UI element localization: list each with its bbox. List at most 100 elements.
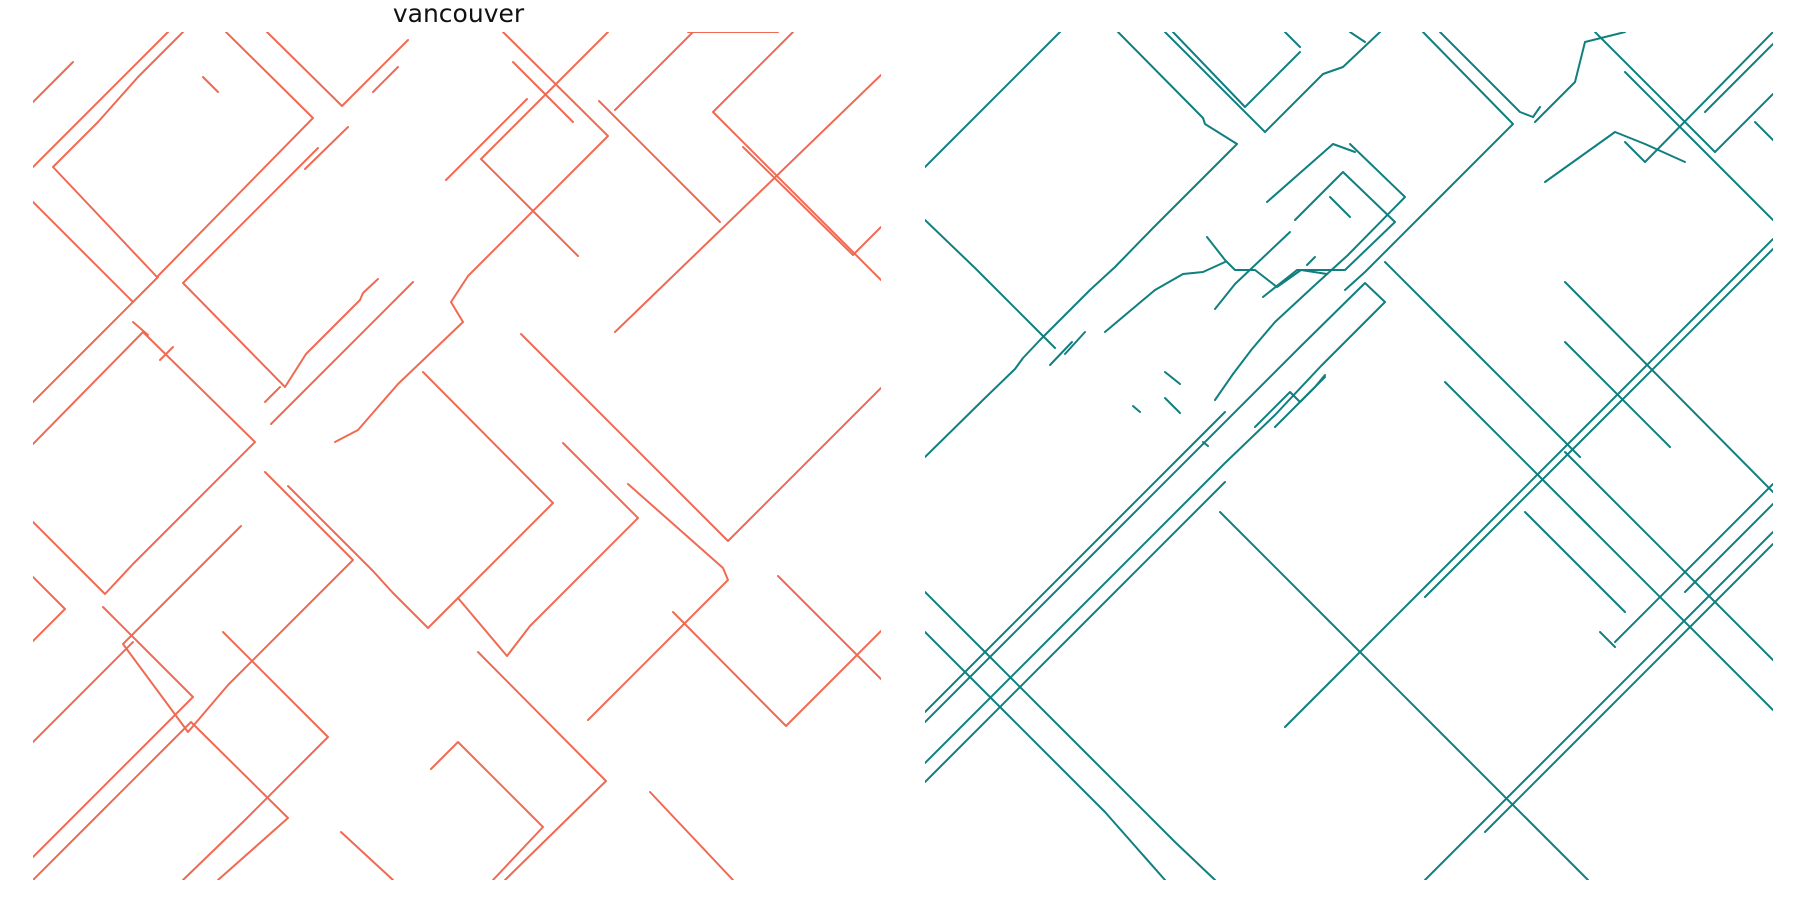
right-road-segment [1284,32,1301,48]
left-road-segment [33,576,66,642]
right-road-segment [1164,371,1181,385]
right-road-segment [1344,32,1514,291]
left-road-segment [777,575,881,680]
left-road-segment [122,471,354,733]
left-road-segment [52,32,314,278]
right-road-segment [925,591,1216,880]
right-road-segment [1164,397,1181,414]
left-road-segment [266,32,409,107]
right-road-segment [1266,143,1356,203]
left-road-segment [520,333,881,542]
left-road-segment [33,641,134,743]
right-road-segment [1232,143,1406,375]
left-road-network-map [33,32,881,880]
right-road-segment [1534,32,1626,123]
right-road-segment [1532,106,1541,118]
right-road-segment [1564,281,1773,493]
left-road-segment [372,66,399,93]
left-road-segment [512,61,574,123]
right-road-segment [1164,32,1381,133]
right-road-segment [1564,451,1773,661]
right-road-segment [1424,248,1773,598]
right-road-segment [1132,405,1141,413]
right-road-segment [1599,631,1616,648]
left-road-segment [182,147,379,388]
left-road-segment [614,32,694,111]
right-road-segment [1064,331,1086,355]
right-road-network-panel [925,32,1773,880]
right-road-segment [925,32,1238,458]
left-road-segment [334,32,609,443]
right-road-segment [1684,503,1773,593]
right-road-segment [1594,32,1716,153]
right-road-segment [925,481,1226,783]
left-road-segment [33,61,74,103]
right-road-segment [1329,196,1351,218]
right-road-segment [1154,261,1226,291]
right-road-segment [925,411,1226,713]
left-road-segment [33,201,159,303]
left-road-segment [445,98,528,181]
left-road-segment [202,76,219,93]
left-road-segment [742,146,881,256]
right-road-segment [1624,32,1773,163]
left-road-segment [33,606,194,858]
left-road-segment [270,281,414,425]
left-road-segment [712,32,881,281]
left-road-segment [264,386,281,403]
left-road-network-panel [33,32,881,880]
right-road-segment [1049,341,1073,366]
right-road-segment [1524,511,1626,613]
right-road-segment [925,32,1061,168]
right-road-segment [1284,238,1773,728]
right-road-segment [1349,32,1366,43]
left-road-segment [614,74,881,333]
right-road-segment [1274,376,1326,428]
left-road-segment [457,442,639,657]
right-road-segment [925,219,1056,349]
left-road-segment [182,631,329,880]
left-road-segment [672,611,881,727]
right-road-segment [1306,256,1316,266]
right-road-segment [1754,121,1773,141]
right-road-segment [1544,131,1646,183]
right-road-segment [925,631,1166,880]
left-road-segment [598,100,721,223]
right-road-segment [1714,93,1773,153]
right-road-segment [1439,32,1534,118]
right-road-segment [1564,341,1671,448]
right-road-segment [1704,43,1773,113]
left-road-segment [287,371,554,629]
right-road-segment [1624,71,1773,221]
right-road-network-map [925,32,1773,880]
left-road-segment [649,791,734,880]
right-road-segment [1384,261,1581,458]
left-road-segment [159,346,174,361]
right-road-segment [1214,231,1291,310]
left-road-segment [304,126,349,170]
left-road-segment [430,741,544,880]
left-road-segment [33,331,256,595]
right-road-segment [1206,236,1328,288]
right-road-segment [925,282,1386,764]
left-road-segment [477,651,607,880]
right-road-segment [1214,373,1234,401]
left-road-segment [480,32,609,257]
right-road-segment [1644,143,1686,163]
left-road-segment [33,721,289,880]
right-road-segment [1484,543,1773,833]
left-road-segment [132,321,149,336]
left-road-segment [340,831,394,880]
right-road-segment [1424,531,1773,880]
right-road-segment [1219,511,1589,880]
right-road-segment [1172,32,1301,108]
right-road-segment [1444,381,1773,711]
left-road-segment [33,301,134,403]
right-road-segment [1574,511,1591,528]
right-road-segment [1262,171,1396,298]
left-road-segment [587,483,729,721]
map-title: vancouver [392,0,525,28]
right-road-segment [1104,289,1156,333]
left-road-segment [33,32,169,168]
right-road-segment [1614,483,1773,643]
